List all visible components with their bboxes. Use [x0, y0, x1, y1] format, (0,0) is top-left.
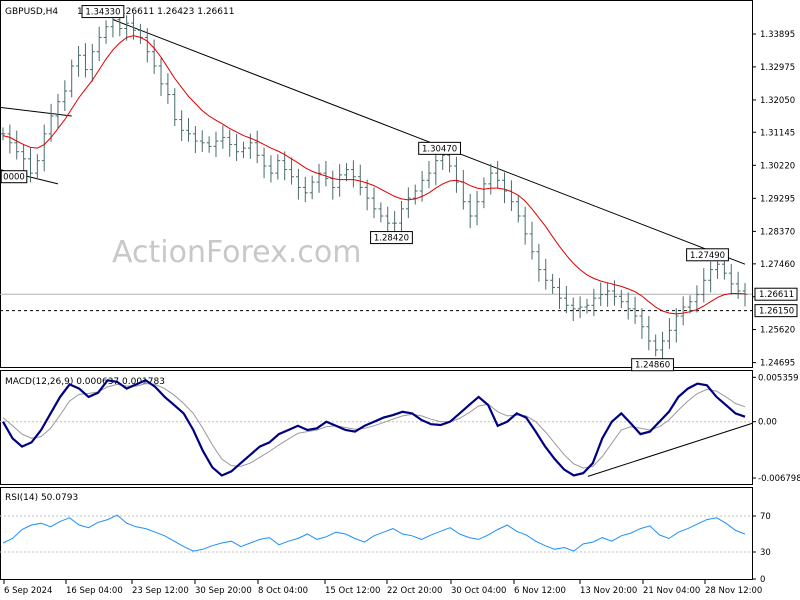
price-annotations: 1.34330 1.30470 1.28420 1.27490 1.24860 0000 [0, 5, 729, 372]
annotation-label: 0000 [3, 173, 25, 183]
macd-line [2, 379, 746, 477]
macd-label: MACD(12,26,9) 0.000637 0.001783 [5, 377, 165, 387]
price-tick-label: 1.25620 [760, 326, 795, 336]
price-tick-label: 1.33895 [760, 30, 795, 40]
time-tick-label: 6 Nov 12:00 [514, 586, 566, 596]
price-candles [0, 7, 748, 361]
annotation-box [81, 5, 125, 19]
rsi-label: RSI(14) 50.0793 [5, 493, 78, 503]
price-tick-label: 1.32050 [760, 96, 795, 106]
annotation-box [370, 231, 413, 245]
rsi-line [2, 514, 746, 552]
price-tick-label: 1.24695 [760, 359, 795, 369]
macd-lines [0, 379, 753, 477]
time-tick-label: 28 Nov 12:00 [705, 586, 762, 596]
price-tick-label: 1.30220 [760, 161, 795, 171]
time-tick-label: 21 Nov 04:00 [643, 586, 700, 596]
annotation-box [418, 141, 461, 155]
annotation-box [686, 248, 729, 262]
time-tick-label: 22 Oct 20:00 [387, 586, 442, 596]
rsi-panel-frame [0, 487, 753, 580]
price-tick-label: 1.32975 [760, 63, 795, 73]
moving-average-line [2, 35, 746, 315]
rsi-tick-label: 0 [760, 575, 765, 585]
time-tick-label: 30 Oct 04:00 [451, 586, 506, 596]
time-tick-label: 15 Oct 12:00 [325, 586, 380, 596]
current-price-box [754, 287, 798, 301]
price-tick-label: 1.27460 [760, 260, 795, 270]
annotation-box [0, 170, 28, 184]
price-tick-label: 1.28370 [760, 227, 795, 237]
time-axis: 6 Sep 2024 16 Sep 04:00 23 Sep 12:00 30 Sep… [3, 580, 762, 596]
price-panel-frame [0, 0, 753, 368]
moving-average [2, 35, 746, 315]
ohlc-readout: 1.26466 1.26611 1.26423 1.26611 [77, 7, 234, 17]
support-price-label: 1.26150 [759, 307, 794, 317]
rsi-axis: 70 30 0 [752, 512, 771, 585]
annotation-label: 1.28420 [374, 234, 409, 244]
symbol-label: GBPUSD,H4 [5, 7, 58, 17]
time-tick-label: 6 Sep 2024 [4, 586, 52, 596]
macd-panel-frame [0, 370, 753, 485]
watermark: ActionForex.com [112, 235, 361, 270]
time-tick-label: 13 Nov 20:00 [580, 586, 637, 596]
annotation-label: 1.24860 [635, 361, 670, 371]
rsi-tick-label: 30 [760, 548, 771, 558]
annotation-box [631, 358, 674, 372]
current-price-label: 1.26611 [759, 290, 794, 300]
price-axis: 1.33895 1.32975 1.32050 1.31145 1.30220 1.292… [752, 30, 798, 369]
macd-tick-label: -0.006798 [758, 474, 800, 484]
macd-support-trendline [587, 422, 753, 477]
annotation-label: 1.27490 [690, 251, 725, 261]
price-tick-label: 1.31145 [760, 128, 795, 138]
rsi-line [0, 514, 752, 553]
annotation-label: 1.34330 [85, 8, 120, 18]
macd-tick-label: 0.00 [758, 418, 777, 428]
upper-channel-line [0, 106, 72, 117]
time-tick-label: 30 Sep 20:00 [195, 586, 252, 596]
annotation-label: 1.30470 [422, 144, 457, 154]
support-price-box [754, 304, 798, 318]
macd-tick-label: 0.005359 [758, 373, 799, 383]
rsi-tick-label: 70 [760, 512, 771, 522]
signal-line [2, 383, 746, 469]
time-tick-label: 23 Sep 12:00 [132, 586, 189, 596]
time-tick-label: 16 Sep 04:00 [66, 586, 123, 596]
price-tick-label: 1.29295 [760, 194, 795, 204]
macd-axis: 0.005359 0.00 -0.006798 [752, 373, 800, 484]
time-tick-label: 8 Oct 04:00 [258, 586, 308, 596]
